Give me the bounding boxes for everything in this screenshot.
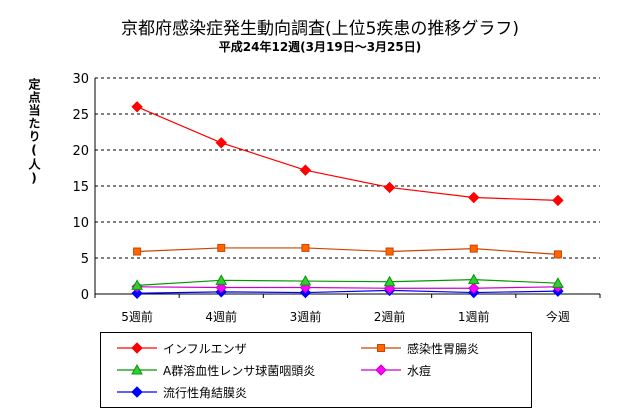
data-point [467, 273, 480, 285]
legend-item: 水痘 [359, 361, 431, 379]
legend-item: 感染性胃腸炎 [359, 339, 479, 357]
legend-label: 流行性角結膜炎 [163, 385, 248, 400]
data-point [217, 243, 226, 252]
legend-item: インフルエンザ [115, 339, 247, 357]
x-tick-label: 4週前 [205, 309, 237, 324]
data-point [383, 275, 396, 287]
legend-swatch-marker [131, 342, 143, 354]
legend-item: 流行性角結膜炎 [115, 383, 247, 401]
data-point [552, 277, 564, 288]
data-point [301, 243, 310, 252]
data-point [215, 274, 228, 285]
data-point [468, 282, 480, 294]
data-point [552, 194, 564, 207]
x-tick-label: 今週 [546, 309, 570, 324]
y-tick-label: 20 [72, 144, 89, 159]
data-point [133, 247, 142, 256]
data-point [131, 101, 143, 113]
chart-title: 京都府感染症発生動向調査(上位5疾患の推移グラフ) [120, 19, 520, 39]
legend-swatch [117, 363, 157, 375]
legend: インフルエンザ 感染性胃腸炎 A群溶血性レンサ球菌咽頭炎 水痘流行性角結膜炎 [100, 332, 532, 408]
data-point [469, 244, 478, 253]
data-point [385, 247, 394, 256]
x-tick-label: 1週前 [458, 309, 490, 324]
x-tick-label: 5週前 [121, 309, 153, 324]
series-line [137, 278, 558, 286]
legend-label: インフルエンザ [163, 341, 247, 356]
y-tick-label: 5 [81, 252, 89, 267]
legend-swatch-marker [131, 363, 143, 375]
legend-item: A群溶血性レンサ球菌咽頭炎 [115, 361, 315, 379]
chart-subtitle: 平成24年12週(3月19日〜3月25日) [218, 40, 422, 54]
plot-area: 0 5 10 15 20 25 30 5週前 4週前 3週前 2週前 1週前 今週 [72, 72, 601, 324]
y-tick-label: 0 [81, 288, 89, 303]
series-line [137, 289, 558, 294]
legend-label: 感染性胃腸炎 [407, 341, 480, 356]
legend-swatch [117, 342, 157, 354]
series-line [137, 247, 558, 255]
data-point [131, 287, 143, 299]
data-point [553, 250, 562, 259]
legend-label: A群溶血性レンサ球菌咽頭炎 [163, 363, 316, 378]
y-tick-label: 30 [72, 72, 89, 87]
legend-swatch-marker [377, 344, 385, 352]
data-point [215, 137, 227, 149]
y-tick-label: 10 [72, 216, 89, 231]
y-tick-label: 15 [72, 180, 89, 195]
series-line [136, 106, 558, 201]
data-point [383, 181, 396, 194]
y-tick-label: 25 [72, 108, 89, 123]
legend-swatch-marker [131, 386, 143, 398]
y-axis-label: 定点当たり(人) [27, 78, 41, 186]
data-point [215, 281, 227, 294]
legend-swatch [361, 344, 401, 352]
x-tick-label: 3週前 [290, 309, 322, 324]
data-point [131, 279, 143, 290]
legend-swatch-marker [375, 364, 387, 376]
series-line [137, 286, 558, 289]
legend-swatch [117, 386, 157, 398]
legend-swatch [361, 364, 401, 376]
data-point [299, 164, 312, 176]
x-tick-label: 2週前 [374, 309, 406, 324]
data-point [468, 191, 480, 204]
data-point [299, 275, 312, 286]
legend-label: 水痘 [407, 363, 432, 378]
